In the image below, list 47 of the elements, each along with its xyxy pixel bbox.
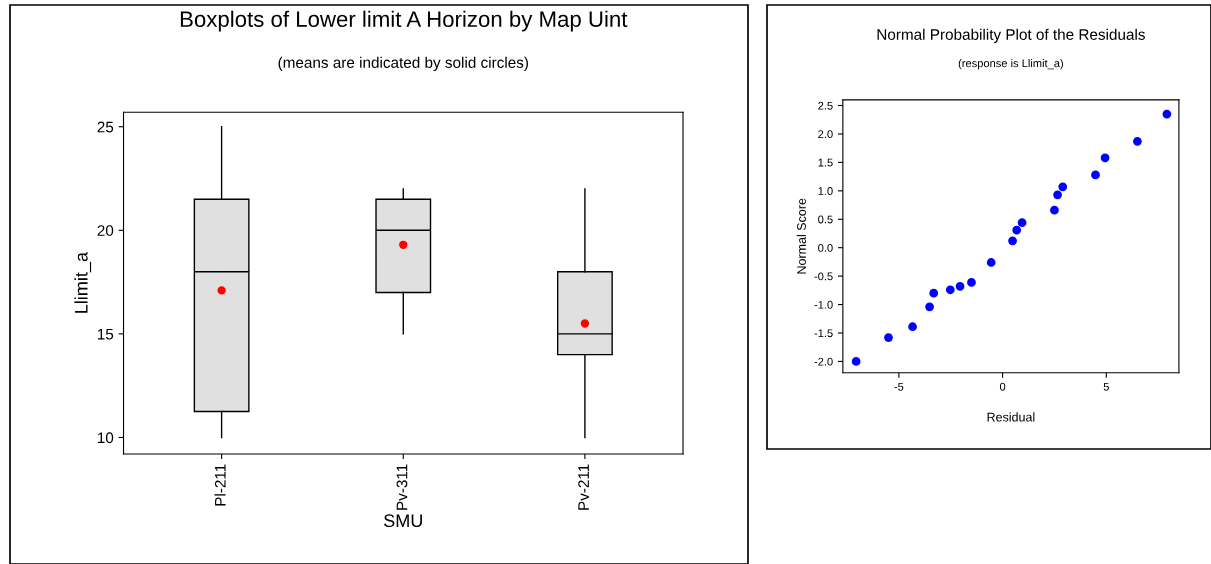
point	[884, 333, 893, 342]
point	[908, 322, 917, 332]
point	[1100, 153, 1110, 163]
point	[1053, 190, 1062, 200]
point	[1133, 136, 1142, 146]
point	[1091, 170, 1100, 180]
chart-subtitle: (response is Llimit_a)	[958, 59, 1063, 70]
chart-title: Boxplots of Lower limit A Horizon by Map Uint	[180, 10, 628, 32]
point	[955, 281, 965, 291]
y-axis-title: Normal Score	[796, 198, 806, 274]
y-tick-label: 2.0	[818, 130, 833, 139]
point	[986, 258, 996, 267]
x-tick-label: -5	[894, 382, 904, 391]
point	[1050, 205, 1059, 215]
y-tick-label: 1.5	[818, 158, 833, 167]
point	[925, 302, 934, 312]
y-tick-label: 10	[97, 432, 114, 444]
y-tick-label: -2.0	[814, 357, 833, 366]
y-tick-label: 25	[97, 121, 114, 133]
point	[1012, 225, 1022, 235]
chart-title: Normal Probability Plot of the Residuals	[877, 28, 1145, 43]
chart-subtitle: (means are indicated by solid circles)	[278, 56, 528, 71]
point	[1017, 218, 1027, 228]
y-tick-label: 0.0	[818, 243, 833, 252]
point	[1058, 182, 1068, 192]
point	[929, 288, 939, 298]
x-axis-title: SMU	[384, 514, 422, 528]
x-tick-label: 5	[1103, 382, 1109, 391]
point	[945, 285, 955, 295]
y-tick-label: 20	[97, 225, 114, 236]
y-tick-label: 1.0	[818, 187, 833, 195]
y-tick-label: -0.5	[814, 272, 833, 281]
x-tick-label: Pv-311	[396, 464, 408, 510]
point	[851, 357, 861, 366]
x-axis-title: Residual	[987, 412, 1035, 422]
y-tick-label: 15	[97, 328, 114, 340]
y-tick-label: -1.0	[814, 300, 833, 309]
point	[967, 278, 976, 287]
x-tick-label: Pl-211	[214, 464, 226, 506]
point	[1162, 109, 1172, 119]
x-tick-label: Pv-211	[578, 464, 589, 510]
y-tick-label: 0.5	[818, 215, 833, 224]
y-tick-label: -1.5	[814, 329, 833, 338]
y-axis-title: Llimit_a	[74, 252, 92, 313]
point	[1008, 236, 1017, 246]
y-tick-label: 2.5	[818, 101, 833, 110]
x-tick-label: 0	[999, 382, 1006, 391]
